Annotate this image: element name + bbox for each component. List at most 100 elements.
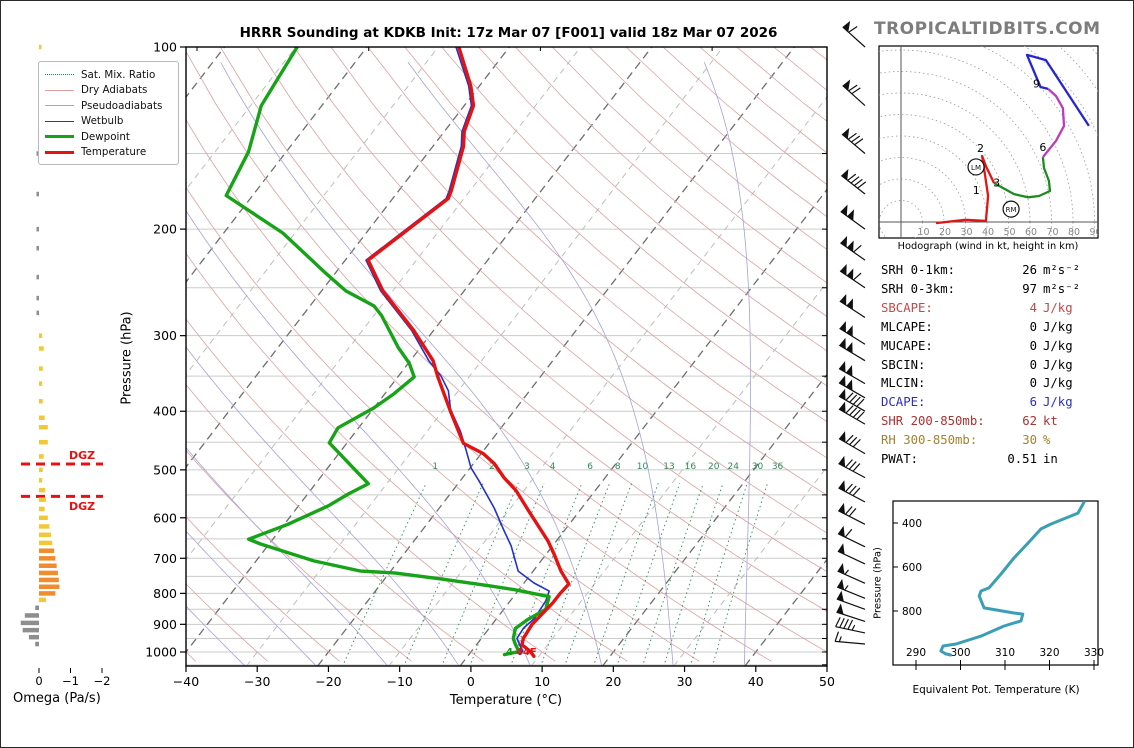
mixing-ratio-label: 36 <box>772 462 784 472</box>
stat-unit: J/kg <box>1043 319 1073 334</box>
stat-value: 4 <box>1029 300 1037 315</box>
stat-label: RH 300-850mb: <box>881 433 978 448</box>
omega-bar <box>39 497 46 502</box>
temperature-curve <box>366 47 571 658</box>
stat-label: SRH 0-1km: <box>881 263 956 277</box>
thetae-temp-tick: 300 <box>950 647 970 659</box>
stat-unit: J/kg <box>1043 338 1073 353</box>
stat-unit: J/kg <box>1043 376 1073 391</box>
stat-unit: kt <box>1043 414 1058 429</box>
omega-bar <box>24 613 39 618</box>
stat-row: MUCAPE: 0 J/kg <box>879 339 1131 358</box>
thetae-temp-tick: 330 <box>1084 647 1104 659</box>
stat-unit: m²s⁻² <box>1043 281 1081 296</box>
stat-row: PWAT: 0.51 in <box>879 452 1131 471</box>
thetae-curve <box>939 501 1086 657</box>
legend-item: Temperature <box>45 145 172 161</box>
hodograph-plot: 10 20 30 40 50 60 70 80 90 RM LM 1 2 3 6 9 <box>879 46 1102 238</box>
legend-item: Sat. Mix. Ratio <box>45 67 172 83</box>
thetae-pressure-tick: 800 <box>902 606 922 618</box>
pressure-tick-label: 200 <box>153 222 177 237</box>
wind-barb <box>836 603 866 622</box>
omega-bar <box>39 399 43 404</box>
legend-line-sample <box>45 135 74 139</box>
stat-value: 0.51 <box>1007 452 1037 466</box>
omega-bar <box>35 605 39 611</box>
omega-bar <box>39 515 48 521</box>
hodograph-height-label: 2 <box>977 142 984 155</box>
wind-barb <box>838 401 866 425</box>
stat-row: DCAPE: 6 J/kg <box>879 395 1131 414</box>
omega-bar <box>39 548 55 553</box>
pressure-tick-label: 600 <box>153 510 177 525</box>
temperature-tick-label: −10 <box>386 674 412 689</box>
wind-barb <box>840 168 867 195</box>
stat-value: 0 <box>1029 319 1037 334</box>
wind-barb <box>836 578 866 599</box>
mixing-ratio-label: 24 <box>728 462 740 472</box>
stat-row: MLCAPE: 0 J/kg <box>879 320 1131 339</box>
hodograph-segment <box>935 154 996 225</box>
omega-bar <box>39 439 48 445</box>
thetae-temp-tick: 320 <box>1039 647 1059 659</box>
stat-value: 6 <box>1029 395 1037 410</box>
thetae-plot: 400 600 800 290 300 310 320 330 <box>893 518 1104 670</box>
mixing-ratio-label: 3 <box>524 462 530 472</box>
omega-bar <box>39 424 48 430</box>
hodograph-segment <box>1042 88 1066 158</box>
wind-barb <box>837 563 866 584</box>
hodograph-ring-label: 30 <box>961 227 973 238</box>
mixing-ratio-label: 4 <box>550 462 556 472</box>
stat-row: MLCIN: 0 J/kg <box>879 376 1131 395</box>
hodograph-marker <box>967 158 985 176</box>
hodograph-segment <box>993 156 1052 199</box>
hodograph-ring-label: 90 <box>1090 227 1102 238</box>
skewt-frame <box>185 46 828 667</box>
wind-barb <box>838 455 866 479</box>
thetae-axis-label: Equivalent Pot. Temperature (K) <box>912 684 1080 696</box>
thetae-pressure-axis-label: Pressure (hPa) <box>872 547 884 619</box>
thetae-pressure-tick: 400 <box>902 518 922 530</box>
omega-tick-label: −1 <box>62 674 79 688</box>
surface-dewpoint-f: 4 <box>506 647 513 658</box>
svg-text:LM: LM <box>971 164 981 172</box>
mixing-ratio-label: 13 <box>663 462 674 472</box>
page-title: HRRR Sounding at KDKB Init: 17z Mar 07 [… <box>239 25 778 41</box>
hodograph-ring-label: 70 <box>1047 227 1059 238</box>
wind-barb <box>839 294 866 319</box>
hodograph-height-label: 1 <box>973 184 980 197</box>
stat-row: SHR 200-850mb: 62 kt <box>879 414 1131 433</box>
omega-bar <box>39 333 43 338</box>
omega-bar <box>39 381 43 386</box>
stat-unit: % <box>1043 433 1051 448</box>
mixing-ratio-label: 20 <box>708 462 720 472</box>
hodograph-caption: Hodograph (wind in kt, height in km) <box>897 241 1079 252</box>
legend-item: Dewpoint <box>45 129 172 145</box>
temperature-tick-label: 0 <box>467 674 475 689</box>
omega-bar <box>39 524 50 529</box>
wind-barb-column <box>834 20 867 645</box>
omega-bar <box>39 415 45 421</box>
wind-barb <box>837 525 866 548</box>
omega-bar <box>36 151 39 156</box>
omega-bar <box>39 570 58 576</box>
stat-value: 62 <box>1022 414 1037 429</box>
mixing-ratio-label: 6 <box>587 462 593 472</box>
omega-bar <box>39 366 43 371</box>
stat-row: SBCAPE: 4 J/kg <box>879 301 1131 320</box>
stat-value: 97 <box>1022 281 1037 296</box>
hodograph-ring-label: 20 <box>939 227 951 238</box>
legend-line-sample <box>45 120 74 122</box>
stat-unit: in <box>1043 452 1058 466</box>
mixing-ratio-label: 1 <box>432 462 438 472</box>
stat-label: SRH 0-3km: <box>881 281 956 296</box>
wind-barb <box>839 321 866 345</box>
skewt-plot-area: 1 2 3 4 6 8 10 13 16 20 24 30 36 <box>186 47 827 666</box>
surface-temperature-f: 44F <box>515 647 537 658</box>
hodograph-height-label: 3 <box>993 177 1000 190</box>
stat-label: MLCIN: <box>881 376 926 391</box>
stat-row: SRH 0-3km: 97 m²s⁻² <box>879 282 1131 301</box>
omega-tick-label: −2 <box>94 674 111 688</box>
omega-bar <box>39 584 60 590</box>
legend-item-label: Pseudoadiabats <box>81 99 163 112</box>
